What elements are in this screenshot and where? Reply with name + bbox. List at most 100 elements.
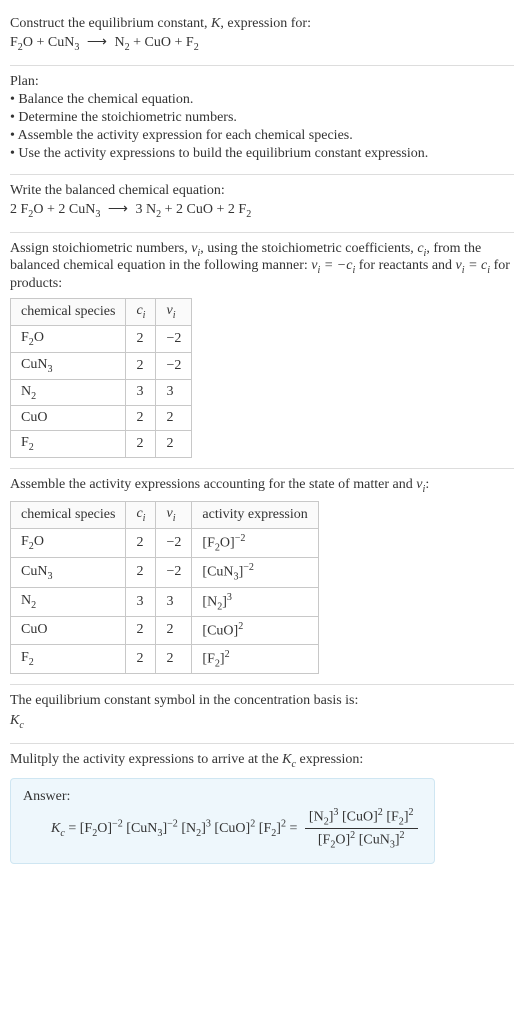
cell-nu: −2 xyxy=(156,352,192,379)
bal-term: 3 N2 xyxy=(135,202,161,217)
table-row: CuN32−2 xyxy=(11,352,192,379)
cell-nu: 2 xyxy=(156,406,192,431)
plan-item: • Determine the stoichiometric numbers. xyxy=(10,110,514,126)
stoich-table: chemical species ci νi F2O2−2 CuN32−2 N2… xyxy=(10,298,192,458)
cell-c: 3 xyxy=(126,587,156,616)
equals: = xyxy=(68,821,79,836)
col-species: chemical species xyxy=(11,299,126,326)
reactant-1: F2O xyxy=(10,35,33,50)
cell-nu: −2 xyxy=(156,528,192,557)
cell-nu: 3 xyxy=(156,587,192,616)
cell-c: 2 xyxy=(126,528,156,557)
col-nui: νi xyxy=(156,501,192,528)
balanced-intro: Write the balanced chemical equation: xyxy=(10,183,514,199)
col-ci: ci xyxy=(126,299,156,326)
prompt-text-b: , expression for: xyxy=(220,16,311,31)
answer-equation: Kc = [F2O]−2 [CuN3]−2 [N2]3 [CuO]2 [F2]2… xyxy=(23,807,422,851)
plus: + xyxy=(216,202,227,217)
table-header-row: chemical species ci νi xyxy=(11,299,192,326)
flat-term: [CuO]2 xyxy=(214,821,255,836)
plan-title: Plan: xyxy=(10,74,514,90)
cell-nu: −2 xyxy=(156,558,192,587)
bal-term: 2 F2 xyxy=(228,202,251,217)
flat-term: [F2O]−2 xyxy=(80,821,123,836)
kc-symbol: Kc xyxy=(10,711,514,731)
cell-species: CuO xyxy=(11,617,126,645)
cell-species: F2 xyxy=(11,431,126,458)
bal-term: 2 CuN3 xyxy=(58,202,100,217)
cell-c: 3 xyxy=(126,379,156,406)
cell-c: 2 xyxy=(126,406,156,431)
product-1: N2 xyxy=(114,35,129,50)
cell-species: CuN3 xyxy=(11,558,126,587)
answer-label: Answer: xyxy=(23,789,422,805)
table-row: F222 xyxy=(11,431,192,458)
activity-section: Assemble the activity expressions accoun… xyxy=(10,469,514,685)
cell-nu: 2 xyxy=(156,617,192,645)
cell-c: 2 xyxy=(126,644,156,673)
plus-3: + xyxy=(174,35,185,50)
table-row: CuO22 xyxy=(11,406,192,431)
col-activity: activity expression xyxy=(192,501,318,528)
fraction: [N2]3 [CuO]2 [F2]2 [F2O]2 [CuN3]2 xyxy=(301,807,422,851)
prompt-section: Construct the equilibrium constant, K, e… xyxy=(10,8,514,66)
cell-nu: −2 xyxy=(156,325,192,352)
final-section: Mulitply the activity expressions to arr… xyxy=(10,744,514,874)
plus: + xyxy=(165,202,176,217)
cell-c: 2 xyxy=(126,558,156,587)
cell-activity: [F2O]−2 xyxy=(192,528,318,557)
table-header-row: chemical species ci νi activity expressi… xyxy=(11,501,319,528)
cell-nu: 2 xyxy=(156,431,192,458)
plus-2: + xyxy=(133,35,144,50)
bal-term: 2 F2O xyxy=(10,202,43,217)
reaction-arrow-icon: ⟶ xyxy=(104,202,132,217)
cell-nu: 2 xyxy=(156,644,192,673)
cell-c: 2 xyxy=(126,352,156,379)
flat-term: [N2]3 xyxy=(181,821,211,836)
cell-species: CuN3 xyxy=(11,352,126,379)
table-row: F222[F2]2 xyxy=(11,644,319,673)
reactant-2: CuN3 xyxy=(48,35,80,50)
cell-nu: 3 xyxy=(156,379,192,406)
table-row: CuO22[CuO]2 xyxy=(11,617,319,645)
table-row: N233[N2]3 xyxy=(11,587,319,616)
plan-section: Plan: • Balance the chemical equation. •… xyxy=(10,66,514,175)
cell-activity: [F2]2 xyxy=(192,644,318,673)
cell-species: F2O xyxy=(11,528,126,557)
stoich-section: Assign stoichiometric numbers, νi, using… xyxy=(10,233,514,470)
answer-box: Answer: Kc = [F2O]−2 [CuN3]−2 [N2]3 [CuO… xyxy=(10,778,435,864)
flat-term: [CuN3]−2 xyxy=(126,821,178,836)
plan-item: • Use the activity expressions to build … xyxy=(10,146,514,162)
table-row: CuN32−2[CuN3]−2 xyxy=(11,558,319,587)
cell-c: 2 xyxy=(126,431,156,458)
cell-species: N2 xyxy=(11,379,126,406)
plan-item: • Balance the chemical equation. xyxy=(10,92,514,108)
table-row: F2O2−2 xyxy=(11,325,192,352)
product-2: CuO xyxy=(145,35,171,50)
kc-lhs: Kc xyxy=(51,821,65,836)
fraction-numerator: [N2]3 [CuO]2 [F2]2 xyxy=(305,807,418,829)
prompt-reaction: F2O + CuN3 ⟶ N2 + CuO + F2 xyxy=(10,34,514,53)
product-3: F2 xyxy=(186,35,199,50)
cell-c: 2 xyxy=(126,325,156,352)
activity-intro: Assemble the activity expressions accoun… xyxy=(10,477,514,495)
cell-activity: [CuN3]−2 xyxy=(192,558,318,587)
balanced-equation: 2 F2O + 2 CuN3 ⟶ 3 N2 + 2 CuO + 2 F2 xyxy=(10,201,514,220)
cell-species: N2 xyxy=(11,587,126,616)
cell-c: 2 xyxy=(126,617,156,645)
col-nui: νi xyxy=(156,299,192,326)
flat-term: [F2]2 xyxy=(259,821,286,836)
prompt-line: Construct the equilibrium constant, K, e… xyxy=(10,16,514,32)
reaction-arrow-icon: ⟶ xyxy=(83,35,111,50)
plan-item: • Assemble the activity expression for e… xyxy=(10,128,514,144)
final-intro: Mulitply the activity expressions to arr… xyxy=(10,752,514,770)
prompt-text-a: Construct the equilibrium constant, xyxy=(10,16,211,31)
equals: = xyxy=(290,821,301,836)
col-species: chemical species xyxy=(11,501,126,528)
kc-symbol-section: The equilibrium constant symbol in the c… xyxy=(10,685,514,744)
cell-species: F2O xyxy=(11,325,126,352)
table-row: N233 xyxy=(11,379,192,406)
plus: + xyxy=(47,202,58,217)
kc-symbol-text: The equilibrium constant symbol in the c… xyxy=(10,693,514,709)
col-ci: ci xyxy=(126,501,156,528)
